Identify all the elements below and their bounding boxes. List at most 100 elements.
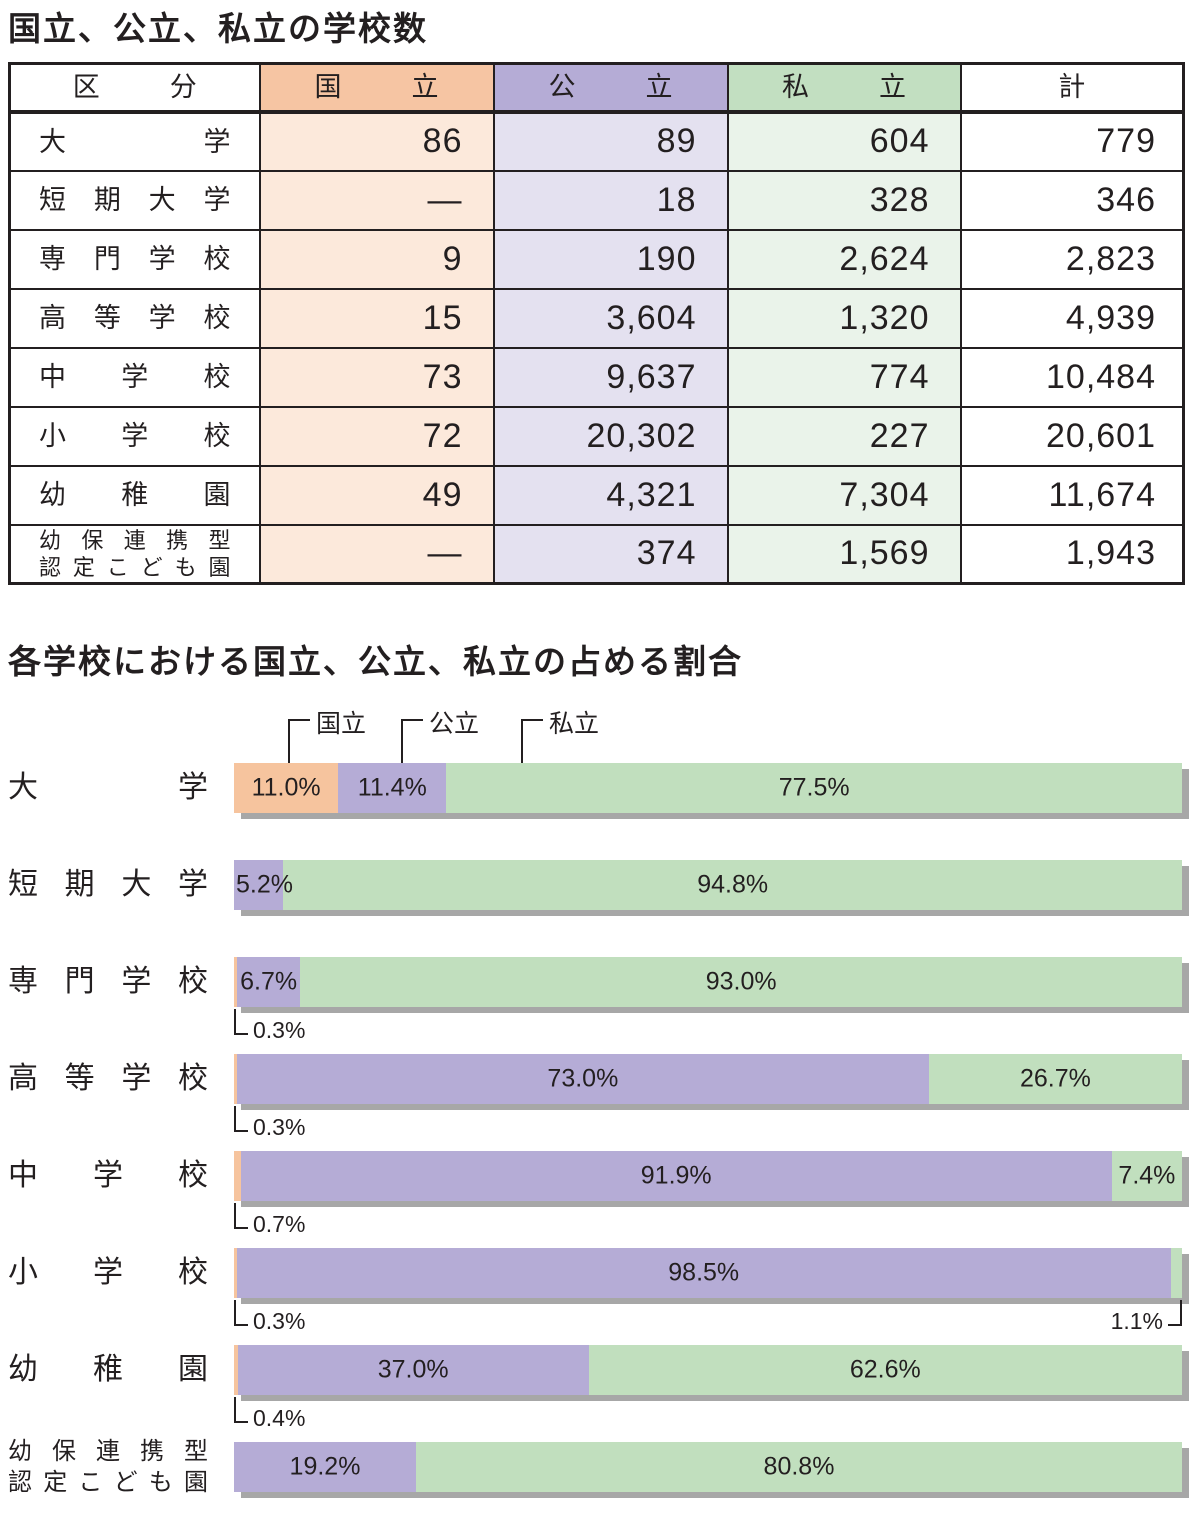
ratio-chart: 国立 公立 私立 大学 11.0% 11.4% 77.5% 短期大学 5.2% 94.8% 専… [8,710,1183,1512]
legend-label-public: 公立 [429,710,480,738]
public-segment: 19.2% [234,1442,417,1492]
stacked-bar: 91.9% 7.4% [234,1151,1182,1201]
label-line: 中学校 [8,1159,208,1192]
justified-label: 中学校 [8,1158,208,1194]
legend-label-private: 私立 [549,710,600,738]
stacked-bar: 19.2% 80.8% [234,1442,1182,1492]
national-count: 15 [258,287,495,349]
justified-label: 中学校 [39,360,231,394]
public-count: 190 [492,228,729,290]
public-segment: 11.4% [338,763,447,813]
private-count: 328 [726,169,962,231]
header-total: 計 [959,62,1185,114]
total-count: 2,823 [959,228,1185,290]
segment-percent-label: 73.0% [547,1064,619,1093]
chart-row-label: 高等学校 [8,1054,208,1104]
private-count: 7,304 [726,464,962,526]
chart-row-label: 小学校 [8,1248,208,1298]
national-count: 73 [258,346,495,408]
national-segment: 11.0% [234,763,339,813]
national-count: 72 [258,405,495,467]
public-segment: 91.9% [240,1151,1112,1201]
stacked-bar: 5.2% 94.8% [234,860,1182,910]
public-count: 18 [492,169,729,231]
chart-row: 中学校 91.9% 7.4% 0.7% [8,1151,1183,1248]
private-segment: 62.6% [588,1345,1182,1395]
segment-percent-label: 6.7% [240,967,298,996]
public-segment: 98.5% [236,1248,1171,1298]
legend-leader-line [288,719,310,763]
justified-label: 短期大学 [8,867,208,903]
school-count-table: 区分 国立 公立 私立 計 大学 86 89 604 779 短期大学 —18 328 346 専… [8,62,1185,585]
header-public: 公立 [492,62,729,114]
private-count: 227 [726,405,962,467]
segment-percent-label: 19.2% [289,1452,361,1481]
label-line: 幼稚園 [8,1353,208,1386]
justified-label: 大学 [8,770,208,806]
justified-label: 短期大学 [39,183,231,217]
public-count: 20,302 [492,405,729,467]
label-line: 認定こども園 [8,1469,208,1496]
chart-row-label: 幼保連携型認定こども園 [8,1438,208,1496]
justified-label: 高等学校 [39,301,231,335]
callout-left: 0.3% [234,1106,305,1140]
chart-row-label: 幼稚園 [8,1345,208,1395]
label-line: 専門学校 [39,244,231,274]
row-label: 幼保連携型認定こども園 [8,523,261,585]
label-line: 中学校 [39,362,231,392]
header-private: 私立 [726,62,962,114]
chart-row-label: 中学校 [8,1151,208,1201]
callout-percent-label: 0.3% [253,1308,306,1334]
segment-percent-label: 77.5% [778,773,850,802]
justified-label: 小学校 [8,1255,208,1291]
justified-label: 幼保連携型認定こども園 [8,1436,208,1498]
row-label: 大学 [8,110,261,172]
national-segment [234,1151,241,1201]
justified-label: 専門学校 [39,242,231,276]
segment-percent-label: 62.6% [849,1355,921,1384]
label-line: 幼保連携型 [39,527,231,553]
label-line: 大学 [8,771,208,804]
private-segment: 93.0% [300,957,1182,1007]
national-segment [234,1345,238,1395]
national-count: 9 [258,228,495,290]
justified-label: 幼稚園 [39,478,231,512]
private-segment [1170,1248,1182,1298]
total-count: 10,484 [959,346,1185,408]
public-segment: 37.0% [237,1345,589,1395]
justified-label: 幼稚園 [8,1352,208,1388]
callout-percent-label: 0.4% [253,1405,306,1431]
row-label: 小学校 [8,405,261,467]
chart-row-label: 専門学校 [8,957,208,1007]
callout-leader-line [234,1397,248,1423]
private-segment: 80.8% [416,1442,1182,1492]
total-count: 20,601 [959,405,1185,467]
public-segment: 73.0% [236,1054,929,1104]
segment-percent-label: 37.0% [377,1355,449,1384]
table-row: 大学 86 89 604 779 [8,110,1185,172]
stacked-bar: 6.7% 93.0% [234,957,1182,1007]
stacked-bar: 37.0% 62.6% [234,1345,1182,1395]
chart-row: 大学 11.0% 11.4% 77.5% [8,763,1183,860]
callout-percent-label: 1.1% [1110,1308,1163,1334]
header-national: 国立 [258,62,495,114]
private-count: 1,320 [726,287,962,349]
label-line: 短期大学 [39,185,231,215]
private-count: 604 [726,110,962,172]
callout-leader-line [234,1009,248,1035]
label-line: 幼保連携型 [8,1438,208,1465]
segment-percent-label: 26.7% [1019,1064,1091,1093]
table-row: 短期大学 —18 328 346 [8,169,1185,231]
row-label: 短期大学 [8,169,261,231]
stacked-bar: 11.0% 11.4% 77.5% [234,763,1182,813]
table-row: 中学校 73 9,637 774 10,484 [8,346,1185,408]
label-line: 私立 [782,72,906,103]
bar-track: 5.2% 94.8% [234,860,1182,910]
bar-track: 91.9% 7.4% 0.7% [234,1151,1182,1237]
justified-label: 公立 [549,70,673,104]
segment-percent-label: 11.0% [251,773,321,802]
callout-leader-line [234,1203,248,1229]
bar-track: 19.2% 80.8% [234,1442,1182,1492]
callout-percent-label: 0.3% [253,1114,306,1140]
national-count: — [258,169,495,231]
